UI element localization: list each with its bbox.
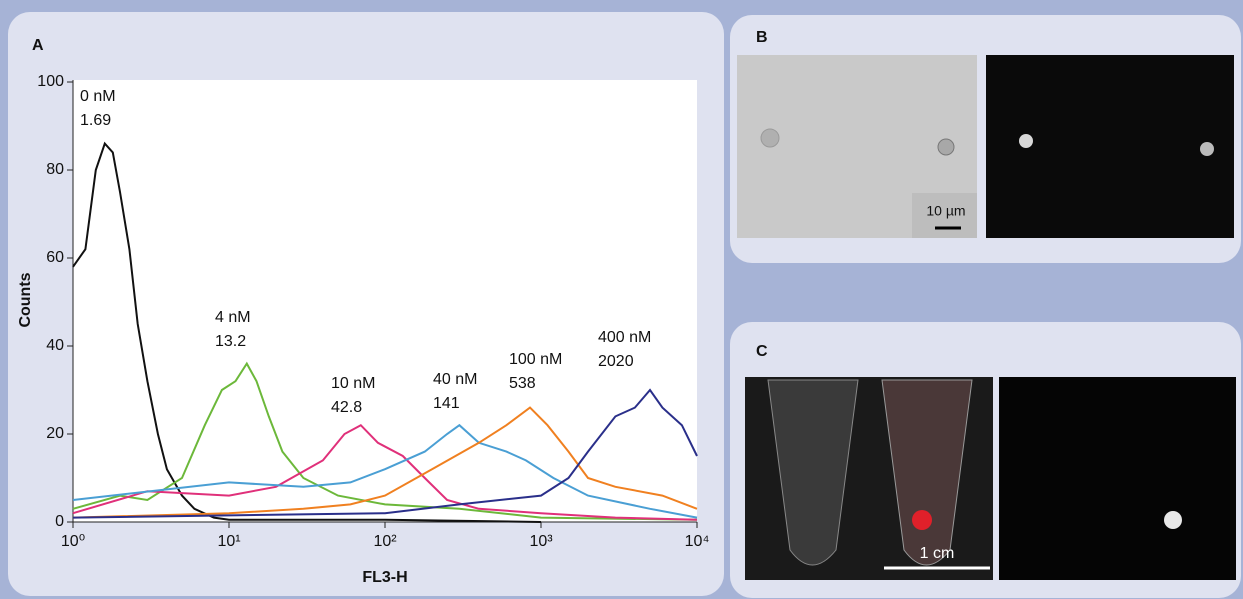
scale-bar-label: 10 µm [926,203,965,219]
y-tick-label: 60 [46,249,64,266]
fluorescence-tube-image [999,377,1236,580]
cell [760,128,780,148]
y-tick-label: 100 [37,73,64,90]
y-tick-label: 20 [46,425,64,442]
x-tick-label: 10² [373,533,397,550]
y-tick-label: 80 [46,161,64,178]
series-name: 400 nM [598,329,651,346]
series-value-label: 2020 [598,353,634,370]
panel-letter: C [756,343,768,360]
series-value-label: 42.8 [331,399,362,416]
tube [767,379,859,566]
series-line [72,361,698,521]
series-value-label: 141 [433,395,460,412]
y-tick-label: 40 [46,337,64,354]
y-axis-title: Counts [17,272,34,327]
panel-letter: A [32,37,44,54]
series-line [72,406,698,519]
x-tick-label: 10³ [529,533,553,550]
series-line [72,423,698,519]
series-line [72,423,698,521]
fluorescence-spot [1164,511,1182,529]
series-value-label: 13.2 [215,333,246,350]
tube [881,379,973,566]
x-tick-label: 10⁰ [61,533,85,550]
series-name: 0 nM [80,88,116,105]
panel-letter: B [756,29,768,46]
cell [1200,142,1214,156]
x-tick-label: 10¹ [217,533,240,550]
scale-bar-label: 1 cm [920,545,955,562]
series-line [72,141,542,523]
scale-bar-box [912,193,977,238]
series-name: 4 nM [215,309,251,326]
plot-area [73,80,697,522]
red-pellet [912,510,932,530]
cell [937,138,955,156]
series-line [72,388,698,519]
y-tick-label: 0 [55,513,64,530]
series-value-label: 1.69 [80,112,111,129]
series-value-label: 538 [509,375,536,392]
series-name: 100 nM [509,351,562,368]
x-axis-title: FL3-H [362,569,407,586]
x-tick-label: 10⁴ [685,533,710,550]
series-name: 10 nM [331,375,375,392]
series-name: 40 nM [433,371,477,388]
cell [1019,134,1033,148]
